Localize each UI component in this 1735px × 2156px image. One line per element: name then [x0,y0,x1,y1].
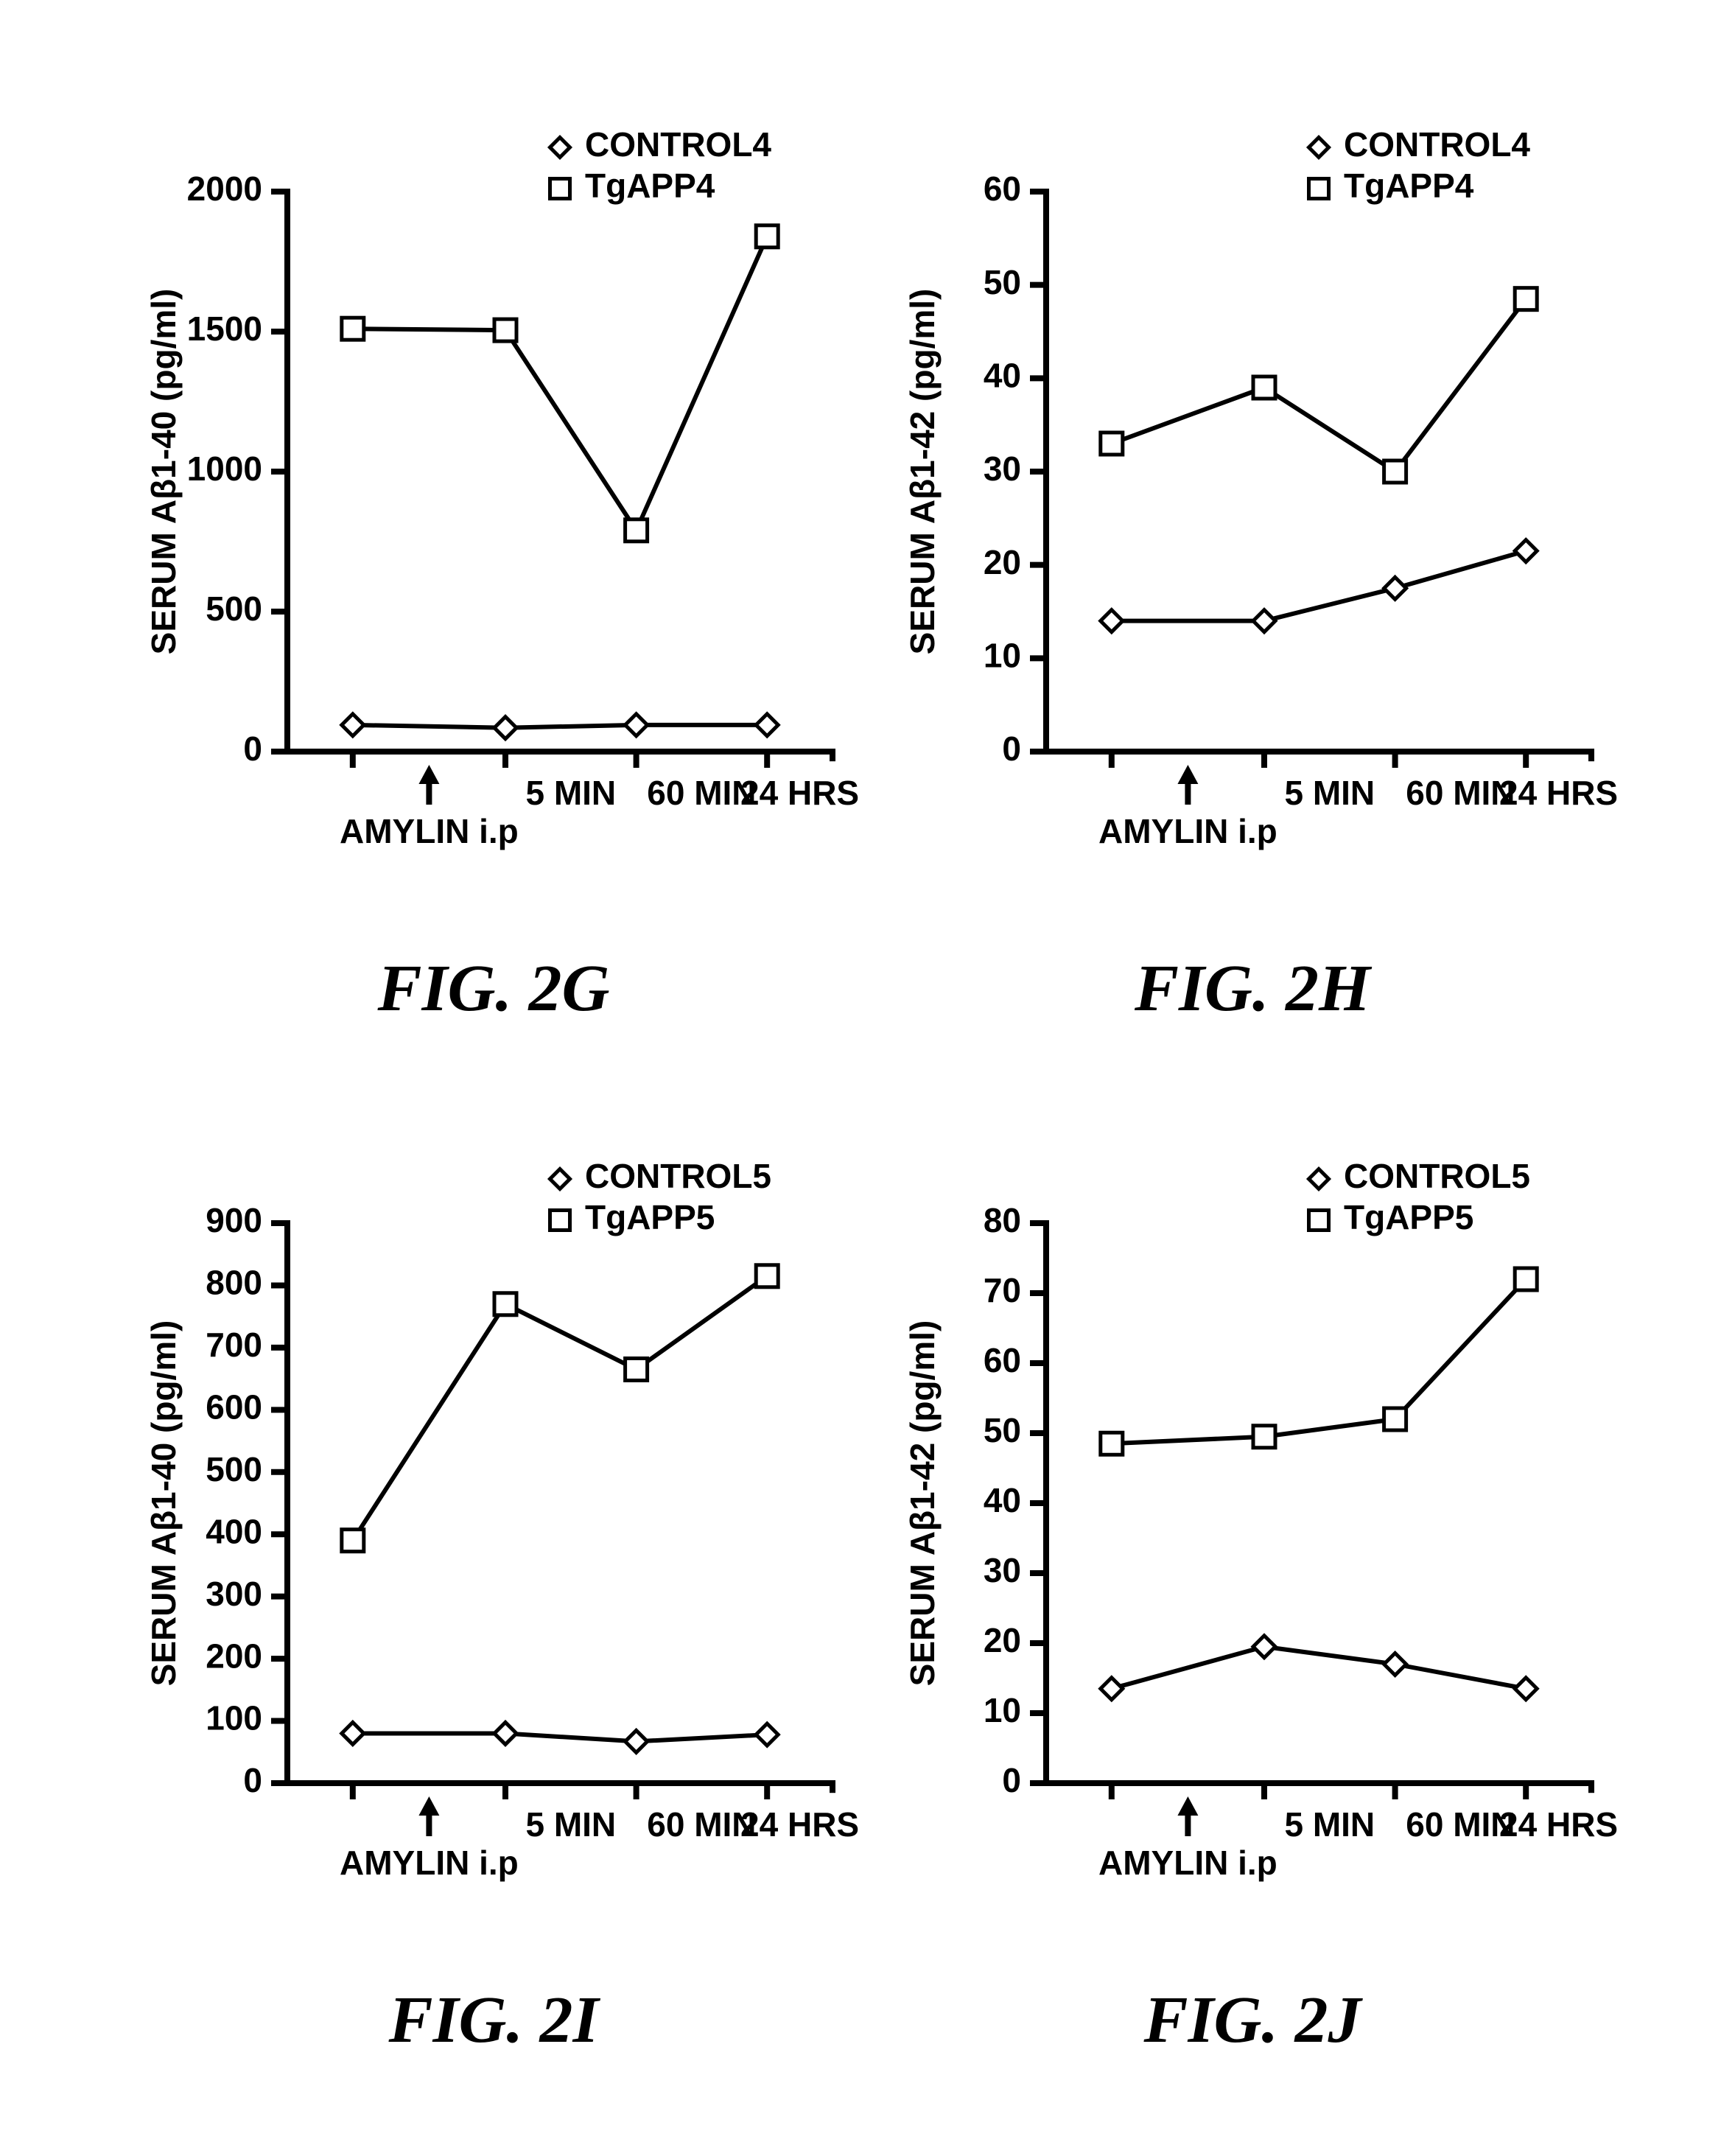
injection-arrow-label: AMYLIN i.p [1098,1844,1277,1882]
y-axis-label: SERUM Aβ1-42 (pg/ml) [903,289,942,655]
y-tick-label: 70 [984,1271,1021,1309]
x-tick-label: 5 MIN [525,1805,616,1844]
y-tick-label: 10 [984,636,1021,674]
series-line [1112,1279,1526,1443]
legend-label: TgAPP5 [1344,1198,1473,1236]
y-tick-label: 900 [206,1201,262,1239]
chart-svg-i: 0 100 200 300 400 500 600 700 800 900 SERUM Aβ1-40… [125,1142,862,2056]
y-tick-label: 50 [984,1411,1021,1449]
y-tick-label: 0 [243,729,262,768]
y-tick-label: 400 [206,1512,262,1550]
y-tick-label: 30 [984,449,1021,488]
y-tick-label: 1000 [187,449,262,488]
y-tick-label: 1500 [187,309,262,348]
x-tick-label: 24 HRS [1499,1805,1618,1844]
legend-label: TgAPP4 [1344,167,1474,205]
series-line [353,1733,767,1741]
chart-svg-j: 0 10 20 30 40 50 60 70 80 SERUM Aβ1-42 (pg/ml) 5 M… [884,1142,1621,2056]
injection-arrow-label: AMYLIN i.p [1098,812,1277,850]
y-tick-label: 20 [984,1621,1021,1659]
y-axis-label: SERUM Aβ1-42 (pg/ml) [903,1320,942,1687]
injection-arrow-label: AMYLIN i.p [340,812,519,850]
chart-svg-g: 0 500 1000 1500 2000 SERUM Aβ1-40 (pg/ml) 5 MI… [125,111,862,1024]
x-tick-label: 5 MIN [1284,1805,1375,1844]
legend-label: CONTROL5 [1344,1157,1530,1195]
chart-panel-h: 0102030405060SERUM Aβ1-42 (pg/ml)5 MIN60… [884,111,1621,1024]
chart-panel-j: 0 10 20 30 40 50 60 70 80 SERUM Aβ1-42 (pg/ml) 5 M… [884,1142,1621,2056]
y-tick-label: 60 [984,169,1021,208]
figure-caption-j: FIG. 2J [1143,1982,1361,2058]
y-tick-label: 200 [206,1637,262,1675]
series-line [353,237,767,531]
x-tick-label: 24 HRS [740,774,859,812]
x-tick-label: 24 HRS [740,1805,859,1844]
y-tick-label: 300 [206,1575,262,1613]
legend-label: CONTROL4 [1344,125,1530,164]
y-tick-label: 2000 [187,169,262,208]
y-tick-label: 100 [206,1699,262,1737]
legend-label: TgAPP5 [585,1198,715,1236]
y-tick-label: 500 [206,589,262,628]
y-tick-label: 500 [206,1450,262,1488]
y-axis-label: SERUM Aβ1-40 (pg/ml) [144,289,183,655]
figure-caption-i: FIG. 2I [388,1982,598,2058]
series-line [1112,551,1526,621]
series-line [1112,1647,1526,1689]
y-tick-label: 0 [1002,1761,1021,1799]
y-tick-label: 0 [243,1761,262,1799]
x-tick-label: 24 HRS [1499,774,1618,812]
legend-label: CONTROL5 [585,1157,771,1195]
y-tick-label: 40 [984,1481,1021,1519]
y-tick-label: 0 [1002,729,1021,768]
series-line [1112,299,1526,472]
x-tick-label: 5 MIN [525,774,616,812]
y-tick-label: 40 [984,356,1021,394]
y-tick-label: 60 [984,1341,1021,1379]
legend-label: TgAPP4 [585,167,715,205]
y-tick-label: 10 [984,1691,1021,1729]
chart-panel-g: 0 500 1000 1500 2000 SERUM Aβ1-40 (pg/ml) 5 MI… [125,111,862,1024]
y-tick-label: 30 [984,1551,1021,1589]
y-tick-label: 600 [206,1387,262,1426]
y-tick-label: 700 [206,1326,262,1364]
injection-arrow-label: AMYLIN i.p [340,1844,519,1882]
chart-svg-h: 0102030405060SERUM Aβ1-42 (pg/ml)5 MIN60… [884,111,1621,1024]
y-tick-label: 80 [984,1201,1021,1239]
y-tick-label: 800 [206,1264,262,1302]
figure-caption-h: FIG. 2H [1135,951,1370,1026]
y-tick-label: 20 [984,543,1021,581]
x-tick-label: 5 MIN [1284,774,1375,812]
y-tick-label: 50 [984,263,1021,301]
figure-caption-g: FIG. 2G [377,951,609,1026]
series-line [353,725,767,728]
chart-panel-i: 0 100 200 300 400 500 600 700 800 900 SERUM Aβ1-40… [125,1142,862,2056]
series-line [353,1276,767,1541]
legend-label: CONTROL4 [585,125,771,164]
y-axis-label: SERUM Aβ1-40 (pg/ml) [144,1320,183,1687]
